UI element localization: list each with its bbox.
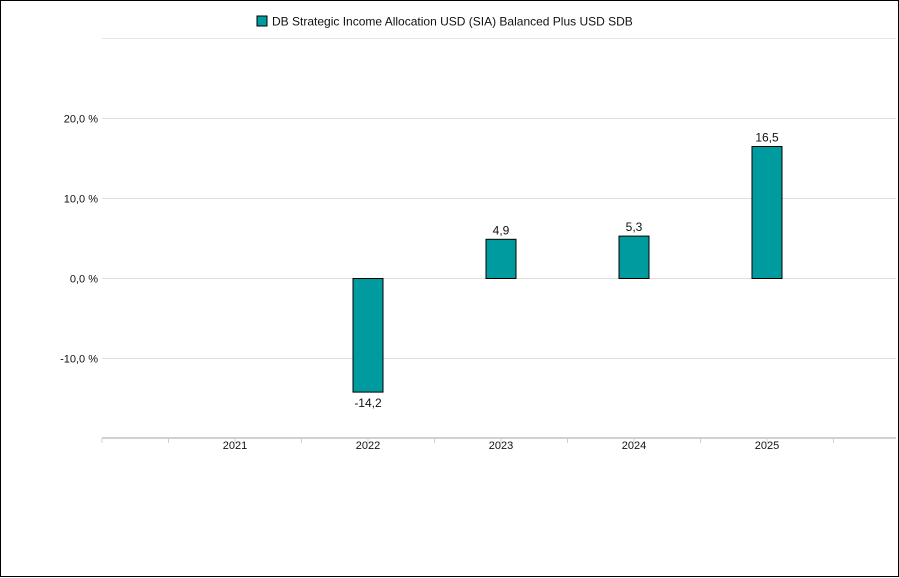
legend: DB Strategic Income Allocation USD (SIA)… — [256, 15, 633, 29]
data-label: 16,5 — [755, 131, 779, 145]
data-label: 4,9 — [493, 223, 510, 237]
legend-label: DB Strategic Income Allocation USD (SIA)… — [272, 15, 633, 29]
x-tick-label: 2021 — [223, 440, 247, 452]
y-tick-label: 20,0 % — [64, 114, 98, 126]
data-label: 5,3 — [626, 220, 643, 234]
data-label: -14,2 — [354, 396, 382, 410]
bar-2024 — [618, 235, 650, 280]
bars — [352, 146, 783, 393]
legend-swatch — [256, 15, 268, 27]
bar-2023 — [485, 238, 517, 280]
bar-2022 — [352, 278, 384, 393]
y-tick-label: 0,0 % — [70, 274, 98, 286]
x-tick-label: 2024 — [622, 440, 646, 452]
y-tick-label: 10,0 % — [64, 194, 98, 206]
y-axis-ticks: 20,0 % 10,0 % 0,0 % -10,0 % — [60, 114, 98, 366]
x-tick-label: 2023 — [489, 440, 513, 452]
x-axis: 2021 2022 2023 2024 2025 — [101, 437, 896, 452]
x-tick-label: 2022 — [356, 440, 380, 452]
bar-2025 — [751, 146, 783, 279]
data-labels: -14,2 4,9 5,3 16,5 — [354, 131, 779, 411]
x-tick-label: 2025 — [755, 440, 779, 452]
y-tick-label: -10,0 % — [60, 354, 98, 366]
